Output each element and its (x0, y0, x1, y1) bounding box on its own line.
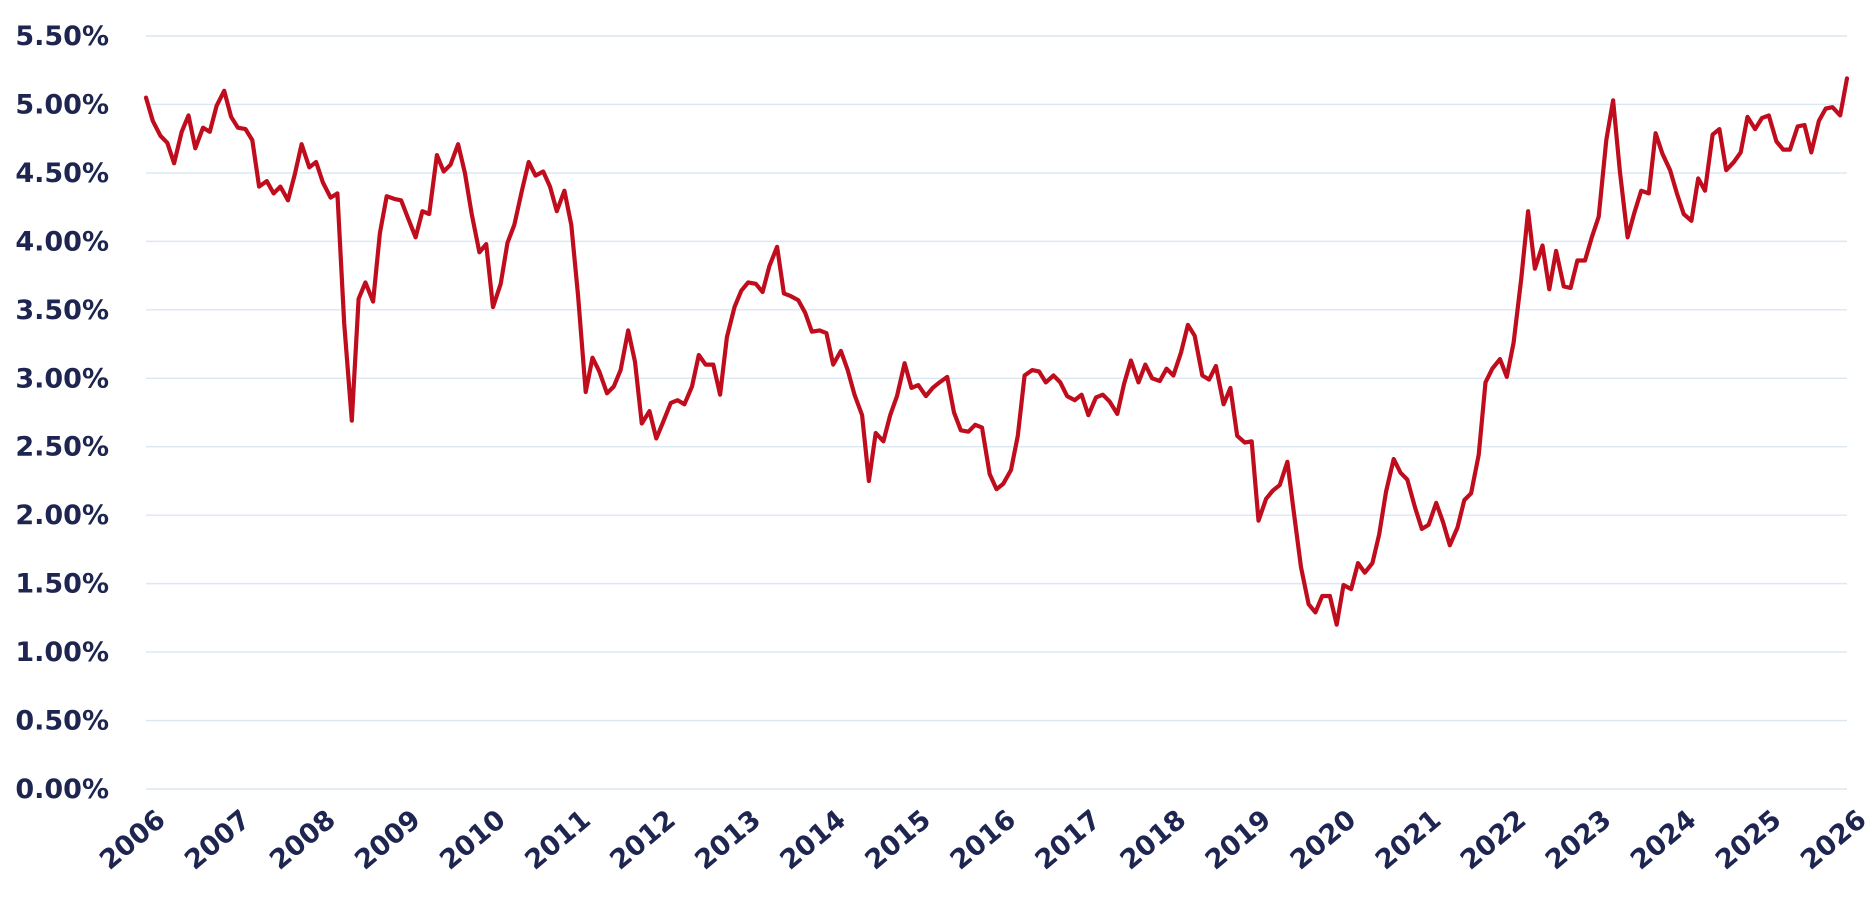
y-tick-label: 3.50% (15, 295, 109, 326)
x-tick-label: 2013 (689, 804, 766, 876)
y-tick-label: 1.50% (15, 569, 109, 600)
x-tick-label: 2008 (264, 804, 341, 876)
x-tick-label: 2023 (1540, 804, 1617, 876)
x-tick-label: 2015 (859, 804, 936, 876)
x-tick-label: 2024 (1625, 804, 1702, 876)
x-tick-label: 2006 (94, 804, 171, 876)
y-tick-label: 1.00% (15, 637, 109, 668)
y-tick-label: 0.50% (15, 706, 109, 737)
y-tick-label: 2.50% (15, 432, 109, 463)
gridlines (146, 35, 1847, 790)
x-tick-label: 2020 (1285, 804, 1362, 876)
x-tick-label: 2026 (1795, 804, 1867, 876)
x-tick-label: 2025 (1710, 804, 1787, 876)
x-axis-tick-labels: 2006 2007 2008 2009 2010 2011 2012 2013 2014 2015… (94, 804, 1867, 876)
x-tick-label: 2019 (1200, 804, 1277, 876)
x-tick-label: 2014 (774, 804, 851, 876)
x-tick-label: 2010 (434, 804, 511, 876)
y-tick-label: 3.00% (15, 363, 109, 394)
y-tick-label: 5.00% (15, 89, 109, 120)
y-tick-label: 0.00% (15, 774, 109, 805)
x-tick-label: 2007 (179, 804, 256, 876)
x-tick-label: 2017 (1030, 804, 1107, 876)
y-tick-label: 4.50% (15, 158, 109, 189)
y-axis-tick-labels: 0.00% 0.50% 1.00% 1.50% 2.00% 2.50% 3.00% 3.50%… (15, 21, 109, 805)
series-lines (143, 76, 1850, 627)
x-tick-label: 2011 (519, 804, 596, 876)
x-tick-label: 2022 (1455, 804, 1532, 876)
x-tick-label: 2021 (1370, 804, 1447, 876)
x-tick-label: 2012 (604, 804, 681, 876)
series-line-0 (143, 76, 1850, 627)
y-tick-label: 5.50% (15, 21, 109, 52)
y-tick-label: 4.00% (15, 226, 109, 257)
y-tick-label: 2.00% (15, 500, 109, 531)
x-tick-label: 2018 (1115, 804, 1192, 876)
x-tick-label: 2009 (349, 804, 426, 876)
x-tick-label: 2016 (945, 804, 1022, 876)
